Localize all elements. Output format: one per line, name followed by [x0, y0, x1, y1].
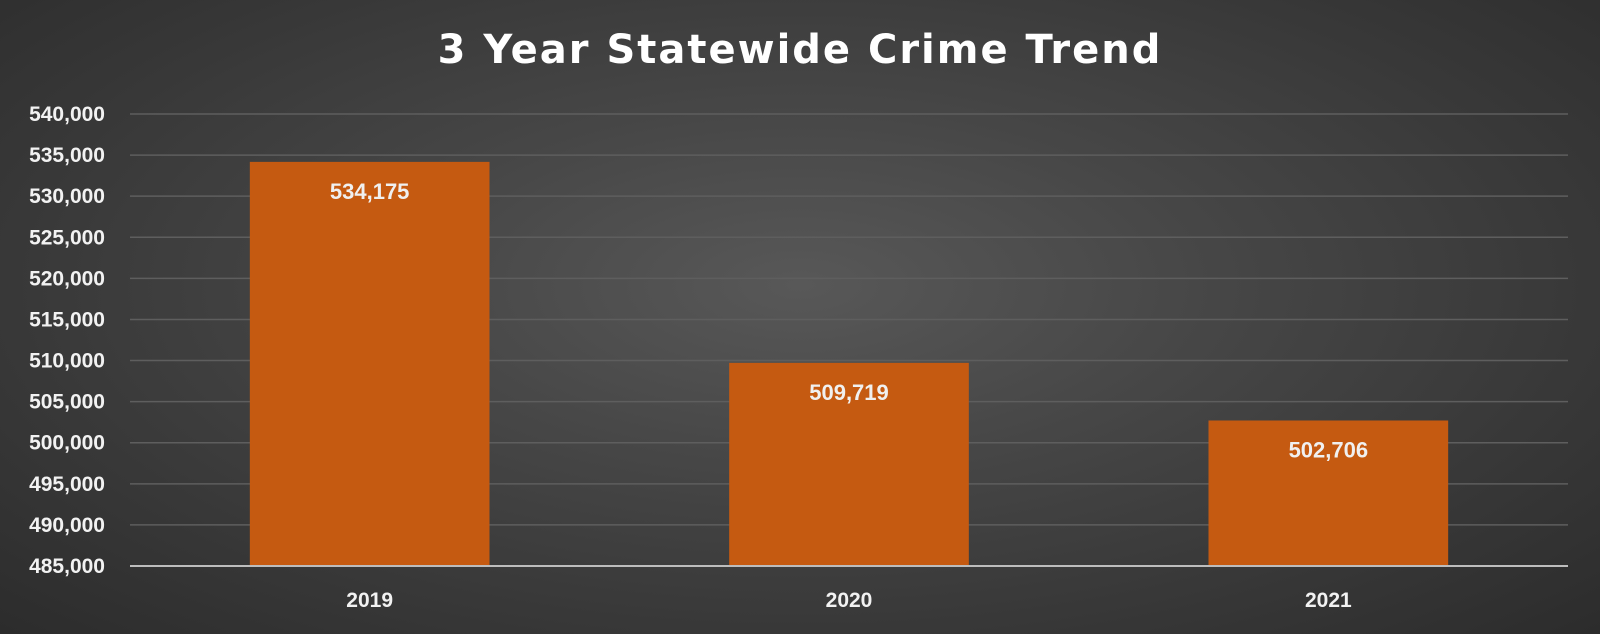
data-label: 502,706	[1289, 437, 1369, 462]
data-labels: 534,175 509,719 502,706	[330, 179, 1368, 463]
y-tick-label: 525,000	[29, 226, 105, 249]
y-axis-tick-labels: 485,000 490,000 495,000 500,000 505,000 510,0…	[29, 103, 105, 578]
x-category-label: 2020	[826, 589, 873, 612]
x-axis-category-labels: 2019 2020 2021	[346, 589, 1352, 612]
y-tick-label: 535,000	[29, 144, 105, 167]
chart-title: 3 Year Statewide Crime Trend	[438, 27, 1163, 73]
y-tick-label: 505,000	[29, 391, 105, 414]
y-tick-label: 540,000	[29, 103, 105, 126]
bar-2021	[1208, 420, 1449, 566]
y-tick-label: 515,000	[29, 308, 105, 331]
x-category-label: 2021	[1305, 589, 1352, 612]
y-tick-label: 490,000	[29, 514, 105, 537]
y-tick-label: 500,000	[29, 432, 105, 455]
bars	[249, 161, 1449, 566]
y-tick-label: 485,000	[29, 555, 105, 578]
y-tick-label: 520,000	[29, 267, 105, 290]
bar-2019	[249, 161, 490, 566]
bar-2020	[729, 362, 969, 566]
y-tick-label: 495,000	[29, 473, 105, 496]
data-label: 534,175	[330, 179, 410, 204]
data-label: 509,719	[809, 380, 889, 405]
y-tick-label: 510,000	[29, 350, 105, 373]
y-tick-label: 530,000	[29, 185, 105, 208]
x-category-label: 2019	[346, 589, 393, 612]
